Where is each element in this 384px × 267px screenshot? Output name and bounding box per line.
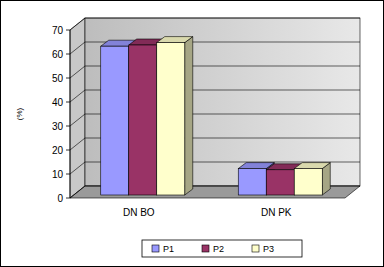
legend [142, 240, 302, 257]
grid-line [70, 18, 360, 30]
tick-label: 70 [52, 25, 64, 36]
bar [157, 37, 193, 195]
bar-front [157, 43, 185, 195]
bars [101, 37, 331, 195]
chart-border [1, 1, 384, 267]
tick-mark [66, 30, 70, 31]
legend-swatch [202, 245, 209, 252]
bar-front [101, 46, 129, 195]
tick-mark [66, 150, 70, 151]
tick-mark [66, 78, 70, 79]
tick-mark [66, 174, 70, 175]
tick-mark [66, 126, 70, 127]
tick-mark [66, 198, 70, 199]
legend-label: P2 [213, 244, 224, 254]
bar-front [294, 169, 322, 195]
legend-label: P1 [163, 244, 174, 254]
tick-label: 30 [52, 121, 64, 132]
bar-top [157, 37, 193, 43]
tick-mark [66, 102, 70, 103]
bar-front [266, 170, 294, 195]
legend-swatch [252, 245, 259, 252]
category-label: DN PK [261, 207, 292, 218]
bar-side [185, 37, 193, 195]
tick-label: 50 [52, 73, 64, 84]
y-label: (%) [15, 107, 24, 120]
bar-top [294, 163, 330, 169]
tick-label: 20 [52, 145, 64, 156]
bar [294, 163, 330, 195]
bar-front [129, 45, 157, 195]
tick-label: 60 [52, 49, 64, 60]
tick-mark [66, 54, 70, 55]
bar-front [238, 169, 266, 195]
tick-label: 10 [52, 169, 64, 180]
category-label: DN BO [123, 207, 155, 218]
tick-label: 40 [52, 97, 64, 108]
side-wall [70, 18, 85, 198]
tick-label: 0 [57, 193, 63, 204]
legend-swatch [152, 245, 159, 252]
chart: 0 10 20 30 40 50 60 70 (%) DN BO DN PK P1 P2 P3 [0, 0, 384, 267]
legend-label: P3 [263, 244, 274, 254]
y-axis [70, 30, 71, 198]
